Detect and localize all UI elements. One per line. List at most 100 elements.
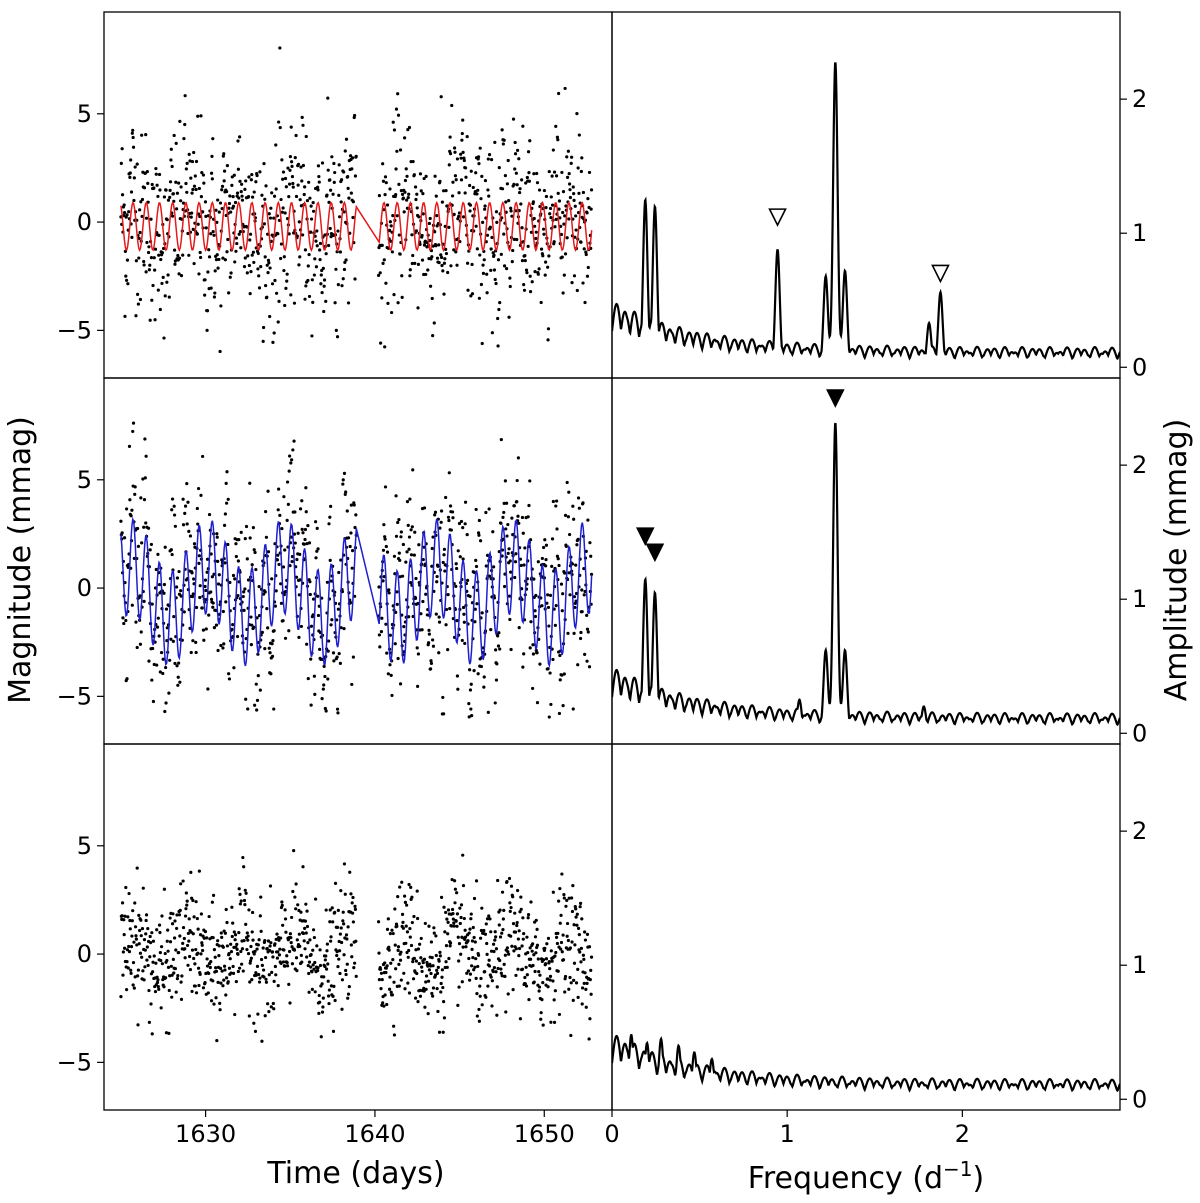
periodogram-3-xtick-label: 1	[780, 1120, 795, 1148]
light-curve-3-point	[583, 930, 587, 934]
light-curve-2-point	[406, 523, 410, 527]
light-curve-1-point	[388, 187, 392, 191]
light-curve-3-point	[560, 872, 564, 876]
light-curve-1-point	[510, 260, 514, 264]
light-curve-2-point	[294, 575, 299, 579]
light-curve-3-point	[570, 940, 574, 944]
light-curve-2-point	[540, 556, 544, 561]
light-curve-2-point	[555, 554, 560, 558]
light-curve-1-point	[153, 268, 157, 272]
light-curve-3-point	[555, 941, 560, 946]
light-curve-3-point	[501, 927, 505, 932]
light-curve-3-point	[219, 931, 223, 935]
light-curve-2-point	[476, 531, 481, 535]
light-curve-3-point	[515, 923, 519, 928]
light-curve-3-point	[193, 962, 197, 966]
light-curve-1-point	[459, 152, 463, 156]
light-curve-3-point	[307, 971, 311, 976]
light-curve-1-point	[301, 123, 305, 127]
light-curve-2-point	[322, 683, 326, 687]
light-curve-1-point	[181, 201, 186, 205]
light-curve-2-point	[151, 699, 156, 704]
light-curve-3-point	[255, 947, 259, 951]
light-curve-1-point	[320, 161, 325, 165]
light-curve-3-point	[155, 980, 160, 985]
light-curve-2-point	[531, 643, 535, 647]
light-curve-2-point	[267, 646, 271, 650]
light-curve-3-point	[480, 906, 484, 910]
light-curve-3-point	[196, 951, 200, 955]
light-curve-3-point	[422, 957, 427, 961]
light-curve-3-point	[572, 961, 577, 965]
light-curve-1-point	[457, 191, 461, 195]
light-curve-1-point	[287, 182, 292, 186]
light-curve-1-point	[485, 272, 489, 276]
light-curve-3-point	[407, 991, 412, 995]
light-curve-3-point	[340, 940, 344, 945]
light-curve-3-point	[515, 888, 520, 893]
light-curve-1-point	[318, 241, 323, 246]
light-curve-3-point	[220, 935, 224, 939]
light-curve-1-point	[120, 147, 124, 151]
light-curve-3-point	[344, 968, 348, 973]
light-curve-1-point	[524, 268, 529, 272]
light-curve-2-point	[546, 605, 551, 610]
light-curve-1-point	[527, 171, 531, 175]
light-curve-3-point	[484, 995, 488, 999]
light-curve-2-point	[190, 571, 194, 575]
light-curve-2-point	[186, 500, 190, 504]
light-curve-1-point	[157, 172, 162, 177]
light-curve-1-point	[547, 169, 551, 174]
light-curve-3-point	[294, 956, 299, 960]
light-curve-3-point	[249, 956, 253, 960]
light-curve-2-point	[140, 541, 144, 545]
light-curve-3-point	[156, 984, 160, 989]
light-curve-2-point	[309, 703, 313, 707]
light-curve-2-point	[147, 659, 151, 663]
light-curve-3-point	[527, 997, 531, 1002]
light-curve-3-point	[335, 953, 339, 958]
light-curve-3-point	[435, 971, 440, 975]
light-curve-2-point	[438, 526, 442, 530]
light-curve-3-point	[495, 1013, 499, 1017]
light-curve-2-point	[245, 557, 249, 561]
light-curve-1-point	[442, 292, 446, 296]
light-curve-1-point	[585, 274, 590, 278]
light-curve-2-point	[216, 559, 220, 563]
light-curve-3-point	[426, 979, 431, 983]
light-curve-1-point	[136, 292, 140, 296]
light-curve-3-point	[212, 948, 217, 952]
light-curve-1-point	[288, 168, 292, 172]
light-curve-1-point	[236, 139, 240, 143]
light-curve-1-point	[252, 260, 256, 265]
light-curve-2-point	[427, 632, 431, 636]
light-curve-1-point	[333, 170, 337, 175]
light-curve-3-point	[415, 971, 419, 976]
light-curve-3-point	[500, 931, 504, 935]
light-curve-1-point	[201, 210, 205, 214]
light-curve-3-point	[153, 989, 158, 994]
light-curve-3-point	[310, 987, 314, 991]
light-curve-1-point	[463, 166, 468, 170]
light-curve-3-point	[457, 942, 462, 946]
light-curve-2-point	[133, 485, 137, 489]
light-curve-2-point	[183, 511, 187, 515]
light-curve-3-point	[251, 910, 255, 915]
light-curve-1-point	[468, 203, 473, 207]
light-curve-3-point	[531, 963, 535, 968]
light-curve-3-point	[292, 849, 296, 853]
light-curve-3-point	[148, 934, 152, 939]
light-curve-1-point	[505, 267, 509, 271]
light-curve-3-point	[468, 927, 472, 931]
light-curve-3-point	[134, 937, 138, 941]
light-curve-1-point	[496, 344, 500, 348]
light-curve-3-point	[319, 1035, 323, 1039]
light-curve-2-point	[176, 683, 180, 687]
light-curve-1-point	[145, 240, 149, 245]
light-curve-2-point	[192, 542, 197, 546]
light-curve-1-point	[292, 301, 297, 305]
light-curve-1-point	[190, 211, 194, 215]
light-curve-2-point	[510, 516, 514, 520]
light-curve-2-point	[484, 564, 488, 568]
light-curve-3-point	[200, 941, 204, 945]
